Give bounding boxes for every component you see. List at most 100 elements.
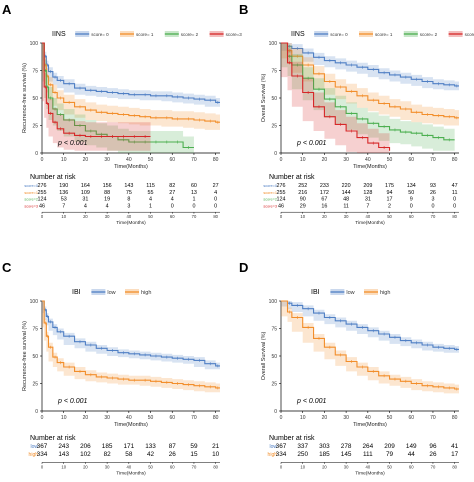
series-3 <box>281 42 455 151</box>
legend-item: low <box>330 289 355 296</box>
risk-value: 175 <box>385 183 394 189</box>
axes: 0 25 50 75 100 0 10 20 30 40 50 60 70 80 Time(Months) O… <box>261 299 459 428</box>
risk-x-tick-label: 30 <box>344 464 349 469</box>
risk-row-label: score=3 <box>24 204 38 208</box>
risk-value: 334 <box>276 451 287 458</box>
panel-letter: D <box>239 260 248 275</box>
risk-table-title: Number at risk <box>30 435 76 442</box>
risk-row-label: score=1 <box>263 191 277 195</box>
confidence-band <box>281 43 459 91</box>
risk-table-title: Number at risk <box>269 174 315 181</box>
risk-value: 79 <box>386 451 394 458</box>
x-tick-label: 70 <box>430 415 436 421</box>
risk-value: 233 <box>320 183 329 189</box>
legend-item: score= 2 <box>403 31 438 37</box>
risk-value: 58 <box>125 451 133 458</box>
risk-row: score=0 276 252 233 220 209 175 134 93 47 <box>263 183 457 189</box>
risk-x-tick-label: 50 <box>387 464 392 469</box>
x-tick-label: 50 <box>387 415 393 421</box>
survival-curve <box>281 42 391 151</box>
legend-label: score= 2 <box>181 32 199 37</box>
series-4 <box>281 42 391 153</box>
risk-x-tick-label: 80 <box>213 464 218 469</box>
risk-value: 143 <box>124 183 133 189</box>
risk-x-tick-label: 20 <box>83 214 88 219</box>
risk-value: 4 <box>214 190 217 196</box>
risk-value: 144 <box>342 190 351 196</box>
x-axis-label: Time(Months) <box>353 422 387 428</box>
risk-value: 13 <box>191 190 197 196</box>
axes: 0 25 50 75 100 0 10 20 30 40 50 60 70 80 Time(Months) R… <box>22 41 220 170</box>
risk-value: 7 <box>366 203 369 209</box>
risk-value: 276 <box>38 183 47 189</box>
risk-value: 111 <box>363 451 373 458</box>
risk-value: 26 <box>430 190 436 196</box>
legend-item: high <box>364 289 390 296</box>
y-tick-label: 50 <box>271 96 277 102</box>
risk-x-axis-label: Time(Months) <box>355 220 385 226</box>
risk-value: 367 <box>276 443 287 450</box>
x-tick-label: 50 <box>387 157 393 163</box>
risk-value: 102 <box>80 451 91 458</box>
risk-x-tick-label: 20 <box>83 464 88 469</box>
risk-value: 185 <box>102 443 113 450</box>
risk-value: 26 <box>429 451 437 458</box>
legend-label: score= 0 <box>91 32 109 37</box>
series-2 <box>42 300 220 393</box>
risk-value: 252 <box>298 183 307 189</box>
risk-row: score=2 124 53 31 19 8 4 4 1 0 <box>24 197 217 203</box>
y-tick-label: 25 <box>271 123 277 129</box>
y-tick-label: 0 <box>35 151 38 157</box>
risk-value: 278 <box>341 443 352 450</box>
risk-value: 47 <box>452 183 458 189</box>
risk-value: 27 <box>213 183 219 189</box>
risk-table-title: Number at risk <box>30 174 76 181</box>
risk-value: 124 <box>38 197 47 203</box>
risk-value: 8 <box>127 197 130 203</box>
y-tick-label: 75 <box>32 326 38 332</box>
risk-x-tick-label: 80 <box>452 214 457 219</box>
risk-row: score=2 124 90 67 48 31 17 9 3 0 <box>263 197 456 203</box>
risk-value: 46 <box>278 203 284 209</box>
risk-x-tick-label: 50 <box>148 464 153 469</box>
risk-x-tick-label: 20 <box>322 464 327 469</box>
x-tick-label: 30 <box>104 157 110 163</box>
x-tick-label: 0 <box>280 157 283 163</box>
legend-label: score= 1 <box>375 32 393 37</box>
legend-item: score=3 <box>448 31 474 37</box>
survival-curve <box>281 42 459 119</box>
risk-x-tick-label: 30 <box>105 214 110 219</box>
risk-value: 4 <box>171 197 174 203</box>
legend-title: IINS <box>291 31 305 38</box>
x-tick-label: 80 <box>452 415 458 421</box>
risk-value: 149 <box>406 443 417 450</box>
series-1 <box>281 42 459 91</box>
x-tick-label: 80 <box>452 157 458 163</box>
x-axis-label: Time(Months) <box>114 164 148 170</box>
legend-item: score= 2 <box>164 31 199 37</box>
risk-value: 190 <box>59 183 68 189</box>
risk-value: 82 <box>104 451 112 458</box>
x-tick-label: 10 <box>61 157 67 163</box>
risk-value: 2 <box>388 203 391 209</box>
risk-value: 9 <box>410 197 413 203</box>
risk-value: 172 <box>320 190 329 196</box>
y-tick-label: 50 <box>32 354 38 360</box>
risk-x-tick-label: 40 <box>126 214 131 219</box>
legend-title: IINS <box>52 31 66 38</box>
risk-x-axis-label: Time(Months) <box>355 470 385 476</box>
risk-value: 164 <box>81 183 90 189</box>
risk-value: 0 <box>410 203 413 209</box>
risk-x-tick-label: 60 <box>409 214 414 219</box>
axes: 0 25 50 75 100 0 10 20 30 40 50 60 70 80 Time(Months) R… <box>22 299 220 428</box>
risk-value: 31 <box>82 197 88 203</box>
risk-value: 303 <box>319 443 330 450</box>
risk-value: 75 <box>126 190 132 196</box>
risk-value: 27 <box>169 190 175 196</box>
risk-value: 109 <box>81 190 90 196</box>
